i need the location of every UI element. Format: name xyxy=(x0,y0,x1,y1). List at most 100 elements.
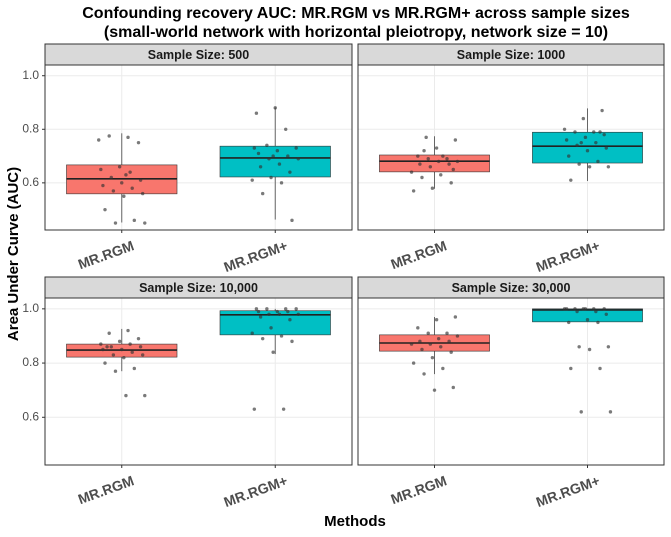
data-point xyxy=(294,146,298,150)
data-point xyxy=(585,317,590,322)
x-tick-label: MR.RGM+ xyxy=(534,472,602,510)
data-point xyxy=(275,309,280,314)
data-point xyxy=(426,331,430,335)
chart-title: (small-world network with horizontal ple… xyxy=(104,24,608,41)
strip-label: Sample Size: 10,000 xyxy=(139,281,258,295)
data-point xyxy=(117,339,122,344)
data-point xyxy=(439,345,443,349)
data-point xyxy=(449,181,453,185)
data-point xyxy=(596,159,600,164)
data-point xyxy=(103,207,107,212)
data-point xyxy=(277,312,282,316)
data-point xyxy=(598,366,602,371)
data-point xyxy=(128,342,132,346)
y-tick-label: 1.0 xyxy=(22,68,39,82)
data-point xyxy=(273,106,277,110)
data-point xyxy=(122,355,126,360)
data-point xyxy=(269,175,273,180)
data-point xyxy=(579,140,583,145)
data-point xyxy=(436,159,441,164)
x-tick-label: MR.RGM+ xyxy=(534,237,602,275)
data-point xyxy=(109,175,113,180)
data-point xyxy=(606,345,611,349)
data-point xyxy=(109,345,113,349)
data-point xyxy=(428,165,433,169)
data-point xyxy=(111,189,116,193)
data-point xyxy=(252,146,257,150)
data-point xyxy=(288,170,292,174)
data-point xyxy=(422,149,426,153)
data-point xyxy=(111,353,116,357)
data-point xyxy=(101,183,105,188)
data-point xyxy=(577,345,581,349)
data-point xyxy=(569,178,573,182)
data-point xyxy=(103,361,107,365)
data-point xyxy=(138,345,143,349)
data-point xyxy=(564,138,569,142)
data-point xyxy=(130,350,134,354)
data-point xyxy=(128,170,132,174)
data-point xyxy=(124,173,128,177)
data-point xyxy=(430,355,435,360)
data-point xyxy=(579,410,583,414)
data-point xyxy=(573,130,577,134)
strip xyxy=(44,276,353,299)
y-tick-label: 0.8 xyxy=(22,121,39,135)
data-point xyxy=(585,149,590,153)
strip xyxy=(44,43,353,66)
data-point xyxy=(449,350,453,354)
data-point xyxy=(434,146,439,150)
data-point xyxy=(409,170,414,174)
data-point xyxy=(269,326,273,330)
data-point xyxy=(606,165,611,169)
data-point xyxy=(136,140,141,145)
data-point xyxy=(432,388,437,392)
data-point xyxy=(577,162,581,166)
data-point xyxy=(420,175,424,180)
data-point xyxy=(439,173,443,177)
data-point xyxy=(140,191,145,196)
data-point xyxy=(418,162,422,166)
data-point xyxy=(105,345,109,349)
data-point xyxy=(567,154,571,158)
chart-title: Confounding recovery AUC: MR.RGM vs MR.R… xyxy=(82,5,630,22)
data-point xyxy=(418,339,422,344)
box xyxy=(532,131,643,164)
data-point xyxy=(290,339,294,344)
data-point xyxy=(296,312,300,316)
data-point xyxy=(296,157,300,161)
data-point xyxy=(124,393,128,398)
data-point xyxy=(592,307,596,311)
data-point xyxy=(113,221,118,225)
data-point xyxy=(286,309,290,314)
data-point xyxy=(451,385,455,390)
panel-background xyxy=(358,298,664,465)
data-point xyxy=(594,309,598,314)
data-point xyxy=(575,143,579,148)
x-tick-label: MR.RGM xyxy=(76,472,136,507)
data-point xyxy=(275,149,280,153)
data-point xyxy=(284,307,288,311)
data-point xyxy=(428,342,433,346)
strip-label: Sample Size: 30,000 xyxy=(452,281,571,295)
data-point xyxy=(583,135,588,140)
data-point xyxy=(140,353,145,357)
data-point xyxy=(564,307,569,311)
data-point xyxy=(602,132,606,137)
data-point xyxy=(608,410,613,414)
data-point xyxy=(602,307,606,311)
data-point xyxy=(138,178,143,182)
data-point xyxy=(587,347,592,352)
data-point xyxy=(99,167,103,172)
data-point xyxy=(424,135,428,140)
data-point xyxy=(122,194,126,198)
data-point xyxy=(136,336,141,341)
x-tick-label: MR.RGM xyxy=(389,472,449,507)
data-point xyxy=(277,162,282,166)
data-point xyxy=(258,315,263,319)
data-point xyxy=(120,347,124,352)
data-point xyxy=(604,146,608,150)
data-point xyxy=(420,347,424,352)
data-point xyxy=(281,407,286,411)
